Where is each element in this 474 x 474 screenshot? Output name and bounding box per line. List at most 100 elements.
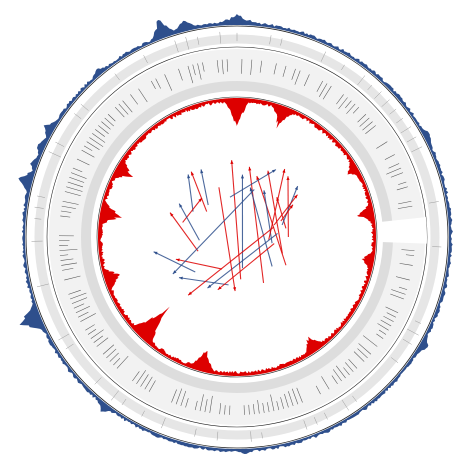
link-arrowhead <box>191 171 195 176</box>
link-blue <box>207 233 278 289</box>
gene-label-tick <box>253 404 255 415</box>
gene-label-ring <box>31 31 442 442</box>
outer-label-tick <box>185 36 190 50</box>
link-arrowhead <box>188 291 193 296</box>
gene-label-tick <box>68 289 81 295</box>
gene-label-tick <box>388 163 400 169</box>
gene-label-tick <box>362 335 378 347</box>
outer-label-tick <box>219 31 221 44</box>
outer-label-tick <box>34 218 42 220</box>
mid-circle-line <box>46 46 428 428</box>
gene-label-tick <box>390 293 404 300</box>
outer-label-tick <box>174 40 179 53</box>
link-red <box>276 197 287 229</box>
gene-label-tick <box>386 312 397 318</box>
gene-label-tick <box>291 388 299 405</box>
outer-label-tick <box>65 343 74 350</box>
gene-label-tick <box>114 107 125 118</box>
gene-label-tick <box>93 335 104 343</box>
link-red <box>273 194 298 226</box>
gene-label-tick <box>398 286 408 290</box>
outer-label-tick <box>367 84 373 91</box>
link-blue <box>229 169 277 198</box>
gene-label-tick <box>224 405 226 415</box>
gene-label-tick <box>204 399 208 413</box>
link-arrowhead <box>276 197 280 202</box>
gene-label-tick <box>61 205 76 209</box>
gene-label-tick <box>64 275 81 281</box>
gene-label-tick <box>226 59 229 72</box>
gene-label-tick <box>352 107 360 114</box>
outer-label-tick <box>80 103 89 111</box>
gene-label-tick <box>376 333 384 339</box>
gene-label-tick <box>353 351 365 362</box>
gene-label-tick <box>90 329 104 339</box>
gene-label-tick <box>216 60 219 73</box>
gene-label-tick <box>73 303 85 309</box>
link-arrowhead <box>262 190 267 195</box>
link-arrowhead <box>230 160 234 164</box>
outer-label-tick <box>374 91 382 99</box>
gene-label-tick <box>273 63 277 75</box>
gene-label-tick <box>357 114 367 123</box>
gene-label-tick <box>209 395 213 413</box>
gene-label-tick <box>70 292 87 300</box>
gene-label-tick <box>144 376 153 390</box>
outer-label-tick <box>197 36 200 45</box>
gene-label-tick <box>60 258 74 261</box>
gene-label-tick <box>151 80 156 90</box>
gene-label-tick <box>59 249 78 251</box>
outer-label-tick <box>406 136 417 143</box>
gene-label-tick <box>98 125 109 134</box>
link-red <box>256 175 287 266</box>
gene-label-tick <box>276 401 280 411</box>
gene-label-tick <box>66 186 83 192</box>
gene-label-tick <box>192 64 196 76</box>
outer-label-tick <box>402 338 412 345</box>
outer-label-tick <box>320 51 327 62</box>
gene-label-tick <box>180 390 187 406</box>
link-blue <box>187 174 194 212</box>
gene-label-tick <box>136 370 147 385</box>
gene-label-tick <box>175 388 183 405</box>
outer-label-tick <box>111 390 119 401</box>
link-red <box>218 187 236 292</box>
link-arrowhead <box>175 258 180 262</box>
outer-label-tick <box>141 410 145 417</box>
link-arrowhead <box>240 174 245 179</box>
gene-label-tick <box>398 181 407 185</box>
link-red <box>182 197 203 223</box>
gene-label-tick <box>380 319 392 327</box>
outer-label-tick <box>396 117 404 124</box>
outer-label-tick <box>250 431 252 442</box>
link-arrowhead <box>294 194 298 199</box>
gene-label-tick <box>59 254 69 256</box>
link-arrowhead <box>249 187 253 192</box>
outer-label-tick <box>303 420 308 430</box>
outer-label-tick <box>269 35 272 45</box>
outer-label-tick <box>381 99 390 107</box>
gene-label-tick <box>80 313 96 322</box>
gene-label-tick <box>221 59 224 75</box>
gene-label-tick <box>70 172 87 179</box>
gene-label-tick <box>104 117 114 127</box>
gene-label-tick <box>178 68 183 81</box>
gene-label-tick <box>335 365 346 379</box>
link-blue <box>249 187 273 267</box>
gene-label-tick <box>296 387 303 403</box>
gene-label-tick <box>140 374 149 387</box>
gene-label-tick <box>358 343 372 355</box>
gene-label-tick <box>86 141 100 150</box>
link-arrowhead <box>282 168 286 173</box>
gene-label-tick <box>130 94 138 105</box>
link-arrowhead <box>172 270 177 275</box>
link-arrowhead <box>178 276 183 280</box>
gene-label-tick <box>197 63 202 80</box>
link-blue <box>172 189 255 275</box>
link-arrowhead <box>286 176 290 180</box>
gene-label-tick <box>294 70 301 85</box>
gene-label-tick <box>67 181 84 188</box>
link-red <box>268 168 286 240</box>
gene-label-tick <box>398 200 412 205</box>
